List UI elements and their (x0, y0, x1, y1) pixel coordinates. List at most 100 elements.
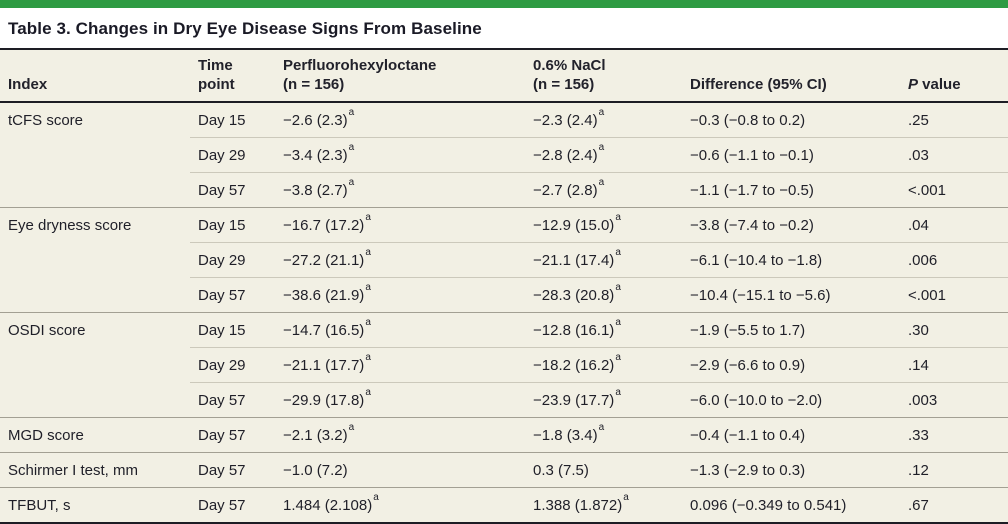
footnote-marker: a (598, 421, 605, 433)
cell-diff: −2.9 (−6.6 to 0.9) (682, 347, 900, 383)
cell-pfho: −3.4 (2.3)a (275, 137, 525, 173)
cell-nacl: 0.3 (7.5) (525, 452, 682, 488)
cell-pval: .14 (900, 347, 1008, 383)
footnote-marker: a (598, 106, 605, 118)
cell-nacl: −2.8 (2.4)a (525, 137, 682, 173)
cell-diff: −6.0 (−10.0 to −2.0) (682, 382, 900, 418)
footnote-marker: a (615, 246, 621, 258)
footnote-marker: a (598, 176, 605, 188)
cell-pfho: −27.2 (21.1)a (275, 242, 525, 278)
cell-pfho: −3.8 (2.7)a (275, 172, 525, 208)
footnote-marker: a (365, 211, 371, 223)
cell-pval: .33 (900, 417, 1008, 453)
cell-time: Day 29 (190, 137, 275, 173)
column-header-diff: Difference (95% CI) (682, 49, 900, 103)
cell-pfho: −2.6 (2.3)a (283, 106, 355, 129)
table-row: Schirmer I test, mm Day 57 −1.0 (7.2) 0.3 (… (0, 452, 1008, 488)
cell-nacl: 1.388 (1.872)a (525, 487, 682, 523)
table-row: OSDI score Day 15 −14.7 (16.5)a −12.8 (16.1… (0, 312, 1008, 418)
footnote-marker: a (365, 316, 371, 328)
cell-time: Day 57 (190, 487, 275, 523)
cell-nacl: −2.3 (2.4)a (533, 106, 605, 129)
accent-bar (0, 0, 1008, 8)
cell-pfho: −1.0 (7.2) (275, 452, 525, 488)
cell-nacl: −12.8 (16.1)a (525, 312, 682, 348)
cell-index: TFBUT, s (0, 487, 190, 523)
cell-diff: −0.6 (−1.1 to −0.1) (682, 137, 900, 173)
footnote-marker: a (623, 491, 629, 503)
dry-eye-signs-table: Index Time point Perfluorohexyloctane (n = 1… (0, 48, 1008, 524)
column-header-time: Time point (190, 49, 275, 103)
cell-time: Day 15 (190, 312, 275, 348)
footnote-marker: a (365, 386, 371, 398)
cell-diff: 0.096 (−0.349 to 0.541) (682, 487, 900, 523)
cell-pval: .003 (900, 382, 1008, 418)
cell-nacl: −1.8 (3.4)a (525, 417, 682, 453)
cell-pfho: −14.7 (16.5)a (275, 312, 525, 348)
cell-pfho: −16.7 (17.2)a (275, 207, 525, 243)
cell-diff: −10.4 (−15.1 to −5.6) (682, 277, 900, 313)
cell-index: Schirmer I test, mm (0, 452, 190, 488)
cell-diff: −1.1 (−1.7 to −0.5) (682, 172, 900, 208)
cell-diff: −6.1 (−10.4 to −1.8) (682, 242, 900, 278)
table-body: tCFS score Day 15 −2.6 (2.3)a −2.3 (2.4)a −0… (0, 102, 1008, 523)
footnote-marker: a (615, 211, 621, 223)
cell-pfho: −21.1 (17.7)a (275, 347, 525, 383)
cell-time: Day 57 (190, 382, 275, 418)
footnote-marker: a (615, 351, 621, 363)
cell-pfho: −2.1 (3.2)a (275, 417, 525, 453)
cell-time: Day 15 (198, 112, 246, 129)
footnote-marker: a (348, 176, 355, 188)
cell-time: Day 57 (190, 277, 275, 313)
cell-pval: .006 (900, 242, 1008, 278)
table-row: Day 57 −3.8 (2.7)a −2.7 (2.8)a −1.1 (−1.7 t… (0, 172, 1008, 208)
cell-pfho: −38.6 (21.9)a (275, 277, 525, 313)
table-row: Day 29 −21.1 (17.7)a −18.2 (16.2)a −2.9 (−6… (0, 347, 1008, 383)
footnote-marker: a (373, 491, 379, 503)
footnote-marker: a (598, 141, 605, 153)
cell-nacl: −21.1 (17.4)a (525, 242, 682, 278)
table-row: Day 29 −27.2 (21.1)a −21.1 (17.4)a −6.1 (−1… (0, 242, 1008, 278)
footnote-marker: a (348, 421, 355, 433)
footnote-marker: a (615, 386, 621, 398)
table-row: MGD score Day 57 −2.1 (3.2)a −1.8 (3.4)a −0.… (0, 417, 1008, 453)
cell-diff: −3.8 (−7.4 to −0.2) (682, 207, 900, 243)
cell-diff: −0.4 (−1.1 to 0.4) (682, 417, 900, 453)
cell-diff: −1.9 (−5.5 to 1.7) (682, 312, 900, 348)
cell-pval: <.001 (900, 172, 1008, 208)
cell-pval: <.001 (900, 277, 1008, 313)
cell-pval: .12 (900, 452, 1008, 488)
footnote-marker: a (348, 106, 355, 118)
footnote-marker: a (348, 141, 355, 153)
cell-pfho: −29.9 (17.8)a (275, 382, 525, 418)
cell-nacl: −12.9 (15.0)a (525, 207, 682, 243)
cell-time: Day 29 (190, 347, 275, 383)
footnote-marker: a (615, 281, 621, 293)
cell-nacl: −23.9 (17.7)a (525, 382, 682, 418)
header-row: Index Time point Perfluorohexyloctane (n = 1… (0, 49, 1008, 103)
cell-nacl: −18.2 (16.2)a (525, 347, 682, 383)
footnote-marker: a (365, 246, 371, 258)
column-header-nacl: 0.6% NaCl (n = 156) (525, 49, 682, 103)
column-header-pfho: Perfluorohexyloctane (n = 156) (275, 49, 525, 103)
cell-pval: .04 (900, 207, 1008, 243)
cell-time: Day 15 (190, 207, 275, 243)
column-header-index: Index (0, 49, 190, 103)
table-row: Eye dryness score Day 15 −16.7 (17.2)a −12.… (0, 207, 1008, 313)
table-row: Day 57 −29.9 (17.8)a −23.9 (17.7)a −6.0 (−1… (0, 382, 1008, 418)
cell-nacl: −2.7 (2.8)a (525, 172, 682, 208)
table-row: tCFS score Day 15 −2.6 (2.3)a −2.3 (2.4)a −0… (0, 102, 1008, 138)
table-title: Table 3. Changes in Dry Eye Disease Sign… (8, 19, 482, 38)
cell-diff: −0.3 (−0.8 to 0.2) (690, 112, 806, 129)
table-header: Index Time point Perfluorohexyloctane (n = 1… (0, 49, 1008, 103)
cell-pfho: 1.484 (2.108)a (275, 487, 525, 523)
cell-index: Eye dryness score (0, 207, 190, 313)
table-row: Day 29 −3.4 (2.3)a −2.8 (2.4)a −0.6 (−1.1 t… (0, 137, 1008, 173)
cell-time: Day 29 (190, 242, 275, 278)
cell-time: Day 57 (190, 172, 275, 208)
cell-diff: −1.3 (−2.9 to 0.3) (682, 452, 900, 488)
cell-pval: .25 (908, 112, 929, 129)
footnote-marker: a (365, 351, 371, 363)
column-header-pval: P value (900, 49, 1008, 103)
